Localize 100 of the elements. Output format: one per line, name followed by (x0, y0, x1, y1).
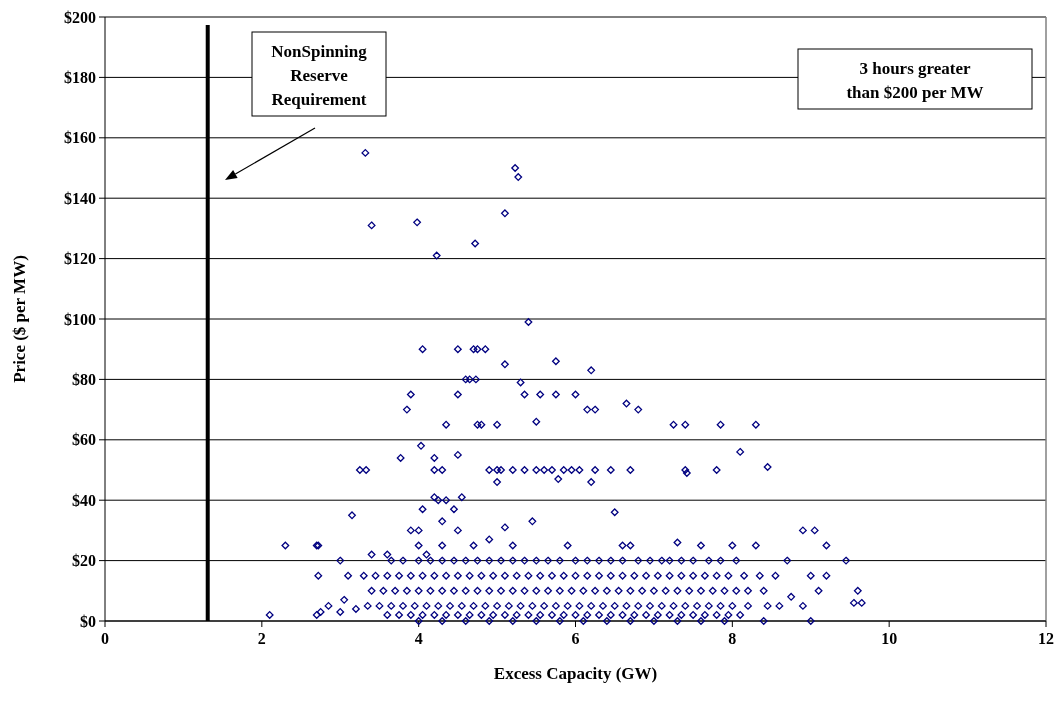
point (450, 556, 458, 565)
point (485, 466, 494, 474)
point (340, 595, 349, 604)
point (395, 571, 404, 580)
point (461, 375, 470, 384)
point (571, 611, 580, 619)
point (375, 601, 384, 610)
point (587, 601, 596, 610)
point (814, 586, 823, 595)
point (551, 390, 560, 399)
point (575, 466, 584, 474)
point (281, 541, 290, 550)
point (438, 466, 447, 474)
point (689, 611, 698, 619)
point (438, 586, 447, 595)
point (822, 571, 831, 580)
point (579, 617, 588, 625)
point (489, 571, 498, 580)
point (344, 571, 353, 580)
point (426, 586, 435, 595)
point (418, 505, 427, 514)
point (438, 541, 447, 550)
point (606, 611, 615, 619)
point (618, 611, 627, 619)
point (442, 571, 451, 580)
point (657, 601, 666, 610)
point (410, 601, 419, 610)
point (446, 601, 454, 610)
point (559, 571, 568, 580)
point (524, 611, 533, 619)
point (434, 496, 443, 505)
point (536, 611, 545, 619)
point (387, 601, 396, 610)
point (465, 375, 474, 384)
point (673, 586, 682, 595)
point (453, 571, 462, 580)
point (508, 556, 517, 565)
point (591, 466, 600, 474)
point (744, 586, 752, 595)
point (783, 556, 792, 565)
point (771, 571, 780, 580)
point (595, 571, 603, 580)
point (453, 450, 462, 459)
point (618, 556, 627, 565)
point (798, 526, 807, 535)
point (571, 571, 580, 580)
point (653, 611, 662, 619)
point (473, 420, 482, 429)
x-axis-title: Excess Capacity (GW) (493, 664, 658, 683)
annotation: 3 hours greater than $200 per MW (846, 58, 984, 102)
point (469, 345, 478, 354)
point (583, 405, 592, 414)
point (406, 611, 415, 619)
y-tick-label: $60 (72, 431, 96, 449)
point (630, 571, 639, 580)
point (438, 556, 447, 565)
point (554, 475, 563, 484)
point (450, 586, 458, 595)
point (453, 345, 462, 354)
point (853, 586, 862, 595)
point (512, 571, 521, 580)
point (516, 378, 525, 387)
point (432, 251, 441, 260)
point (806, 617, 815, 625)
point (548, 466, 556, 474)
point (618, 541, 627, 550)
point (477, 420, 486, 429)
point (536, 571, 545, 580)
point (324, 601, 333, 610)
point (724, 611, 733, 619)
point (508, 617, 517, 625)
point (473, 556, 482, 565)
point (473, 345, 482, 354)
point (591, 405, 600, 414)
point (642, 571, 651, 580)
point (497, 466, 505, 474)
point (704, 601, 713, 610)
point (716, 420, 725, 429)
point (665, 556, 674, 565)
point (414, 526, 423, 535)
point (383, 611, 392, 619)
point (493, 601, 502, 610)
point (471, 239, 480, 248)
point (630, 611, 639, 619)
point (665, 571, 674, 580)
point (697, 541, 705, 550)
point (406, 390, 415, 399)
point (610, 601, 619, 610)
y-tick-label: $160 (64, 129, 96, 147)
point (634, 556, 643, 565)
point (657, 556, 666, 565)
point (532, 556, 541, 565)
point (473, 586, 482, 595)
point (442, 496, 451, 505)
point (755, 571, 764, 580)
point (438, 517, 447, 526)
point (700, 571, 709, 580)
point (638, 586, 647, 595)
point (379, 586, 388, 595)
point (417, 441, 425, 450)
